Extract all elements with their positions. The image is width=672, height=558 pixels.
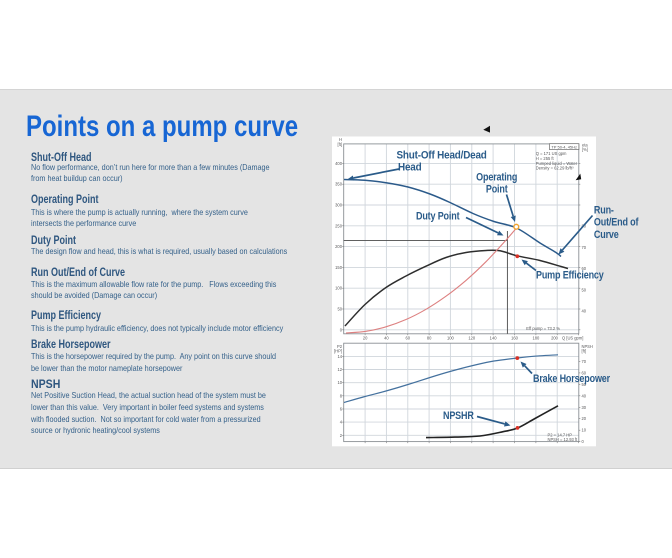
svg-text:70: 70 <box>582 245 587 250</box>
svg-text:140: 140 <box>490 336 498 341</box>
svg-text:60: 60 <box>406 336 411 341</box>
svg-text:50: 50 <box>582 382 587 387</box>
svg-text:4: 4 <box>340 420 343 425</box>
svg-text:NPSH: NPSH <box>582 344 593 349</box>
svg-text:Shut-Off Head/Dead: Shut-Off Head/Dead <box>397 150 487 162</box>
svg-text:160: 160 <box>511 336 519 341</box>
svg-text:P2 = 14.7 HP: P2 = 14.7 HP <box>548 432 573 437</box>
svg-text:30: 30 <box>582 405 587 410</box>
svg-text:NPSH = 12.93 ft: NPSH = 12.93 ft <box>548 437 579 442</box>
svg-text:TP 50-4, 45Hz: TP 50-4, 45Hz <box>551 144 577 149</box>
svg-text:40: 40 <box>582 309 587 314</box>
svg-text:40: 40 <box>384 336 389 341</box>
svg-text:Duty Point: Duty Point <box>416 211 460 223</box>
svg-text:20: 20 <box>582 416 587 421</box>
svg-text:50: 50 <box>582 287 587 292</box>
svg-text:P2: P2 <box>337 344 343 349</box>
svg-text:[HP]: [HP] <box>334 349 342 354</box>
svg-text:200: 200 <box>551 336 559 341</box>
svg-text:180: 180 <box>532 336 540 341</box>
svg-text:300: 300 <box>335 203 343 208</box>
svg-text:NPSHR: NPSHR <box>443 410 475 422</box>
svg-text:50: 50 <box>337 307 342 312</box>
svg-text:Pumped liquid = Water: Pumped liquid = Water <box>536 161 578 166</box>
svg-text:Head: Head <box>398 162 421 174</box>
svg-text:8: 8 <box>340 393 343 398</box>
svg-text:60: 60 <box>582 370 587 375</box>
svg-text:20: 20 <box>363 336 368 341</box>
svg-text:40: 40 <box>582 393 587 398</box>
svg-text:350: 350 <box>335 182 343 187</box>
svg-text:[ft]: [ft] <box>582 349 587 354</box>
svg-text:200: 200 <box>335 244 343 249</box>
svg-text:0: 0 <box>340 327 343 332</box>
svg-text:Operating: Operating <box>476 172 517 184</box>
svg-text:100: 100 <box>335 286 343 291</box>
svg-text:80: 80 <box>427 336 432 341</box>
svg-text:Density = 62.29 lb/ft³: Density = 62.29 lb/ft³ <box>536 165 574 170</box>
svg-text:H = 255 ft: H = 255 ft <box>536 156 555 161</box>
svg-text:Q = 171 US gpm: Q = 171 US gpm <box>536 151 567 156</box>
svg-text:[ft]: [ft] <box>337 142 342 147</box>
svg-text:14: 14 <box>337 354 342 359</box>
svg-text:eta: eta <box>582 142 588 147</box>
svg-text:100: 100 <box>447 336 455 341</box>
svg-text:[%]: [%] <box>582 147 588 152</box>
svg-text:250: 250 <box>335 223 343 228</box>
svg-text:10: 10 <box>582 428 587 433</box>
svg-text:Brake Horsepower: Brake Horsepower <box>533 373 610 385</box>
svg-text:10: 10 <box>337 380 342 385</box>
svg-text:H: H <box>339 137 342 142</box>
svg-text:60: 60 <box>582 266 587 271</box>
svg-text:400: 400 <box>335 161 343 166</box>
svg-text:Curve: Curve <box>594 229 619 241</box>
svg-text:150: 150 <box>335 265 343 270</box>
svg-text:6: 6 <box>340 407 343 412</box>
svg-text:Point: Point <box>486 184 508 196</box>
svg-text:Q [US gpm]: Q [US gpm] <box>562 336 583 341</box>
svg-text:Pump Efficiency: Pump Efficiency <box>536 270 604 282</box>
svg-text:Eff pump = 73.2 %: Eff pump = 73.2 % <box>526 326 560 331</box>
svg-text:70: 70 <box>582 359 587 364</box>
svg-text:Run-: Run- <box>594 205 614 217</box>
svg-text:2: 2 <box>340 433 343 438</box>
svg-text:120: 120 <box>468 336 476 341</box>
svg-text:0: 0 <box>582 439 585 444</box>
svg-text:12: 12 <box>337 367 342 372</box>
svg-text:Out/End of: Out/End of <box>594 217 639 229</box>
